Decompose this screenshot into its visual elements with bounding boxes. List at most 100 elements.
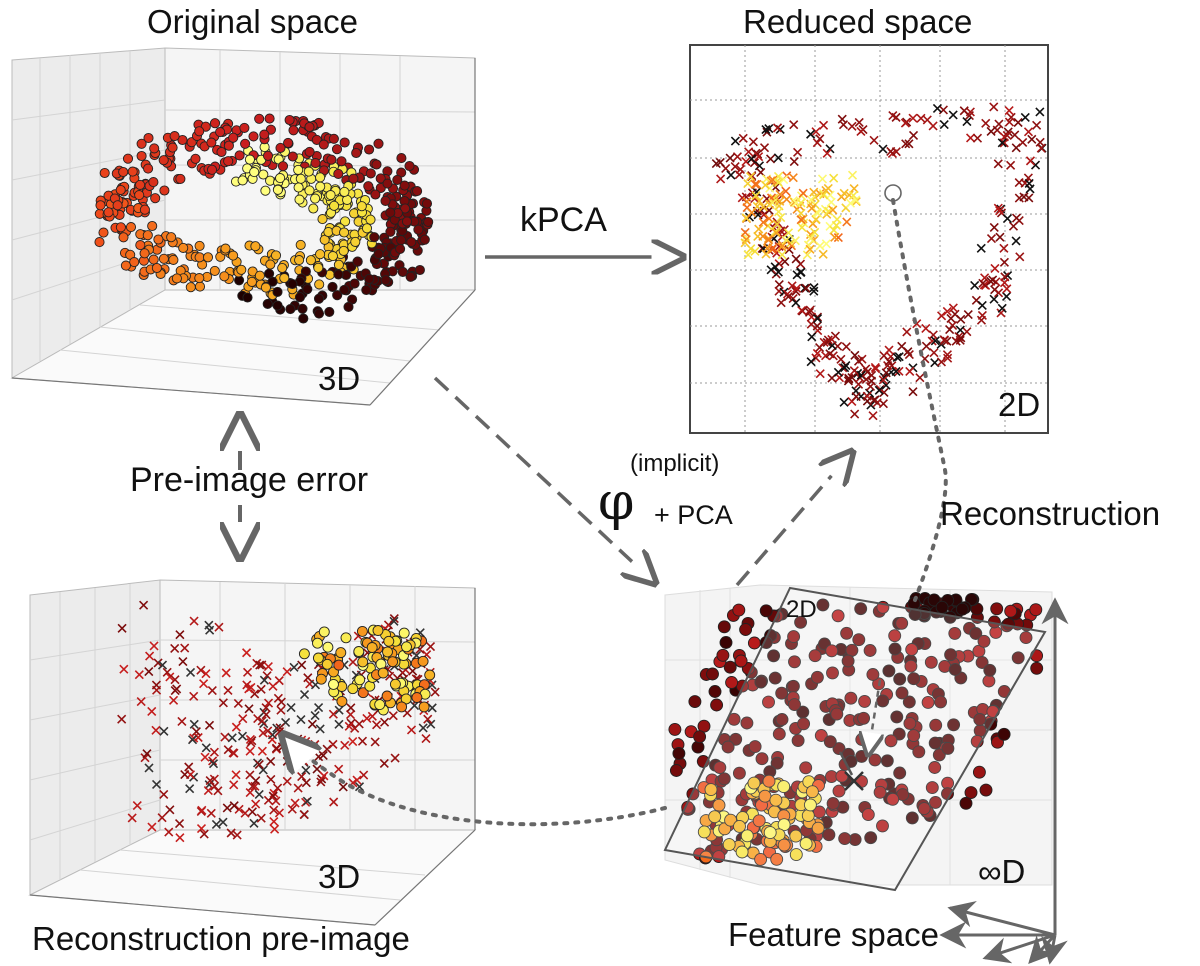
reduced-point bbox=[915, 373, 925, 383]
reconstruction-point bbox=[139, 600, 149, 610]
feature-point-bright bbox=[762, 774, 776, 788]
reconstruction-point bbox=[256, 684, 266, 694]
reduced-point bbox=[948, 303, 958, 313]
reduced-point-bright bbox=[796, 215, 806, 225]
original-point bbox=[373, 138, 384, 149]
original-point bbox=[361, 284, 372, 296]
reduced-point bbox=[990, 263, 1000, 274]
reconstruction-point bbox=[209, 747, 219, 757]
reduced-point-bright bbox=[768, 198, 778, 208]
reduced-point-bright bbox=[810, 227, 820, 237]
feature-point-bright bbox=[740, 829, 754, 843]
reconstruction-point bbox=[389, 616, 399, 626]
feature-point bbox=[713, 761, 727, 775]
reconstruction-point-bright bbox=[366, 642, 378, 653]
original-point bbox=[343, 301, 354, 312]
reconstruction-point bbox=[177, 716, 187, 726]
reconstruction-point bbox=[159, 789, 169, 799]
reconstruction-point bbox=[328, 739, 338, 749]
feature-point bbox=[710, 698, 724, 712]
reconstruction-point bbox=[142, 749, 152, 759]
reconstruction-point bbox=[174, 819, 185, 829]
reduced-point-bright bbox=[845, 198, 856, 208]
reduced-point bbox=[901, 139, 911, 149]
reduced-point bbox=[1013, 117, 1023, 128]
original-point bbox=[311, 134, 322, 145]
reduced-point bbox=[780, 256, 790, 267]
original-point bbox=[262, 298, 273, 309]
reconstruction-point bbox=[251, 799, 261, 809]
original-point bbox=[216, 146, 227, 158]
original-point bbox=[259, 129, 270, 140]
reduced-point bbox=[861, 374, 871, 384]
reconstruction-point bbox=[208, 759, 219, 769]
reconstruction-point bbox=[117, 623, 127, 633]
reconstruction-point-bright bbox=[336, 695, 348, 707]
reconstruction-point bbox=[145, 651, 155, 661]
feature-point bbox=[1019, 631, 1033, 645]
reduced-point bbox=[948, 320, 958, 330]
reconstruction-point bbox=[232, 830, 242, 840]
reconstruction-point bbox=[205, 775, 215, 786]
reduced-point-bright bbox=[848, 190, 858, 200]
original-point bbox=[275, 173, 286, 184]
original-point bbox=[339, 137, 350, 148]
reconstruction-point bbox=[226, 828, 236, 838]
original-point bbox=[295, 239, 306, 250]
original-point bbox=[364, 273, 375, 284]
original-point bbox=[168, 254, 179, 265]
feature-point bbox=[775, 713, 789, 726]
feature-point bbox=[1030, 661, 1044, 675]
reconstruction-point-bright bbox=[418, 701, 430, 713]
reduced-point bbox=[900, 118, 910, 128]
reconstruction-point bbox=[329, 797, 339, 807]
reconstruction-point bbox=[274, 808, 285, 818]
reconstruction-point bbox=[389, 613, 399, 624]
reconstruction-point bbox=[290, 798, 300, 808]
original-point bbox=[364, 144, 375, 155]
reconstruction-point bbox=[218, 817, 228, 827]
feature-point bbox=[858, 694, 872, 708]
phi-superscript-implicit: (implicit) bbox=[630, 450, 720, 477]
reduced-point bbox=[792, 283, 802, 294]
original-point bbox=[339, 227, 350, 238]
reduced-point bbox=[916, 113, 926, 123]
original-point bbox=[206, 164, 218, 175]
reconstruction-point bbox=[201, 669, 211, 679]
feature-point bbox=[716, 648, 730, 662]
reconstruction-point bbox=[149, 641, 159, 651]
reconstruction-point bbox=[310, 711, 320, 721]
original-point bbox=[293, 182, 304, 193]
feature-point bbox=[762, 695, 775, 709]
reconstruction-point bbox=[430, 687, 440, 697]
original-point bbox=[285, 304, 296, 315]
feature-point-dark bbox=[935, 600, 949, 614]
feature-point bbox=[882, 664, 896, 678]
reduced-point bbox=[782, 289, 793, 299]
original-point bbox=[260, 185, 271, 196]
original-point bbox=[143, 163, 154, 174]
original-point bbox=[414, 264, 425, 276]
reduced-point-bright bbox=[752, 179, 762, 189]
original-point bbox=[112, 200, 123, 211]
reduced-point-bright bbox=[774, 207, 784, 217]
reduced-point bbox=[811, 127, 821, 137]
original-point bbox=[323, 226, 334, 238]
reduced-point bbox=[725, 153, 735, 163]
feature-point bbox=[747, 636, 761, 650]
reduced-point bbox=[1014, 177, 1024, 188]
feature-point bbox=[844, 691, 858, 705]
original-point bbox=[405, 271, 416, 282]
reconstruction-point bbox=[178, 656, 188, 667]
feature-point bbox=[788, 655, 801, 669]
feature-point bbox=[895, 616, 909, 630]
feature-point bbox=[719, 636, 733, 649]
reconstruction-point bbox=[299, 809, 309, 820]
original-point bbox=[135, 240, 146, 251]
reconstruction-point bbox=[170, 643, 180, 654]
pre-image-error-label: Pre-image error bbox=[130, 461, 369, 499]
original-point bbox=[209, 265, 220, 276]
reduced-point-bright bbox=[775, 196, 785, 206]
reduced-point bbox=[884, 356, 894, 366]
